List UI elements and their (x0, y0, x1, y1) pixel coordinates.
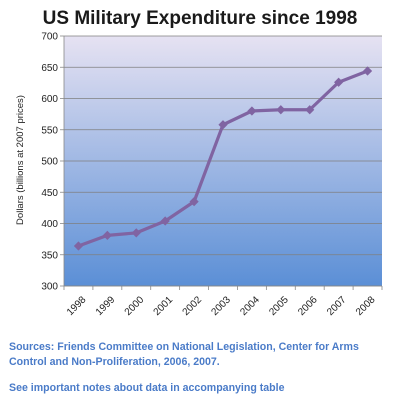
x-tick-label: 2007 (325, 294, 349, 318)
x-tick-label: 2006 (296, 294, 320, 318)
data-point-marker (218, 120, 228, 130)
y-tick-label: 650 (41, 63, 58, 74)
y-tick-label: 500 (41, 157, 58, 168)
line-chart: 300 350 400 450 500 550 600 650 700 1998 1999 2000… (15, 32, 383, 318)
y-tick-label: 400 (41, 219, 58, 230)
data-table-note: See important notes about data in accomp… (9, 382, 285, 394)
y-tick-label: 350 (41, 250, 58, 261)
x-tick-label: 2000 (123, 294, 147, 318)
x-tick-label: 1999 (94, 294, 118, 318)
data-point-marker (276, 105, 286, 115)
y-tick-label: 600 (41, 94, 58, 105)
y-tick-label: 700 (41, 32, 58, 43)
y-axis-label: Dollars (billions at 2007 prices) (15, 95, 26, 225)
x-tick-label: 2005 (267, 294, 291, 318)
data-point-marker (189, 197, 199, 207)
data-point-marker (102, 230, 112, 240)
data-point-marker (247, 106, 257, 116)
sources-note: Sources: Friends Committee on National L… (9, 341, 359, 368)
data-point-marker (131, 228, 141, 238)
chart-title: US Military Expenditure since 1998 (42, 8, 358, 29)
x-tick-label: 2002 (181, 294, 205, 318)
data-point-marker (362, 66, 373, 76)
x-tick-label: 2008 (354, 294, 378, 318)
y-tick-label: 550 (41, 125, 58, 136)
data-point-marker (73, 241, 84, 251)
data-point-marker (305, 105, 315, 115)
x-tick-label: 2001 (152, 294, 176, 318)
data-point-marker (160, 216, 170, 226)
y-tick-label: 300 (41, 282, 58, 293)
x-tick-label: 2003 (209, 294, 233, 318)
data-point-marker (334, 77, 344, 87)
y-tick-label: 450 (41, 188, 58, 199)
x-tick-label: 2004 (238, 294, 262, 318)
x-tick-label: 1998 (65, 294, 89, 318)
